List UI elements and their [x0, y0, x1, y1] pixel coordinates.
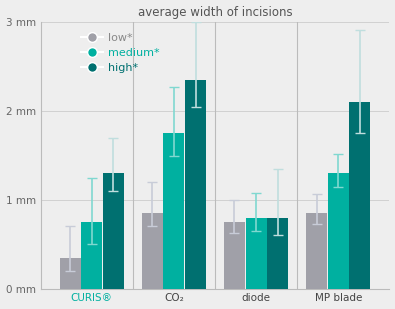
Title: average width of incisions: average width of incisions — [138, 6, 292, 19]
Bar — [328, 173, 349, 289]
Bar — [267, 218, 288, 289]
Bar — [185, 80, 206, 289]
Bar — [142, 213, 163, 289]
Bar — [164, 133, 184, 289]
Bar — [103, 173, 124, 289]
Bar — [246, 218, 267, 289]
Bar — [60, 257, 81, 289]
Bar — [350, 102, 371, 289]
Bar — [306, 213, 327, 289]
Bar — [224, 222, 245, 289]
Legend: low*, medium*, high*: low*, medium*, high* — [81, 33, 159, 73]
Bar — [81, 222, 102, 289]
